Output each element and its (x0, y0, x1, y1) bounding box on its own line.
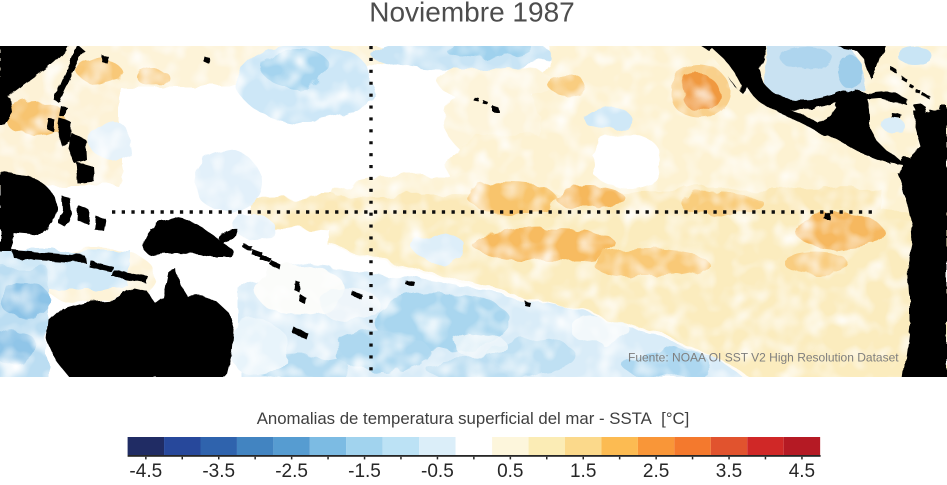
svg-text:-0.5: -0.5 (421, 461, 454, 480)
svg-text:-3.5: -3.5 (202, 461, 235, 480)
svg-text:3.5: 3.5 (716, 461, 742, 480)
svg-text:Anomalias de temperatura super: Anomalias de temperatura superficial del… (257, 409, 690, 428)
svg-text:Fuente: NOAA OI SST V2 High Re: Fuente: NOAA OI SST V2 High Resolution D… (628, 351, 899, 365)
svg-text:1.5: 1.5 (570, 461, 596, 480)
svg-text:4.5: 4.5 (789, 461, 815, 480)
svg-text:-4.5: -4.5 (129, 461, 162, 480)
svg-text:2.5: 2.5 (643, 461, 669, 480)
svg-text:-1.5: -1.5 (348, 461, 381, 480)
svg-text:-2.5: -2.5 (275, 461, 308, 480)
svg-text:Noviembre 1987: Noviembre 1987 (369, 0, 574, 28)
svg-text:0.5: 0.5 (497, 461, 523, 480)
